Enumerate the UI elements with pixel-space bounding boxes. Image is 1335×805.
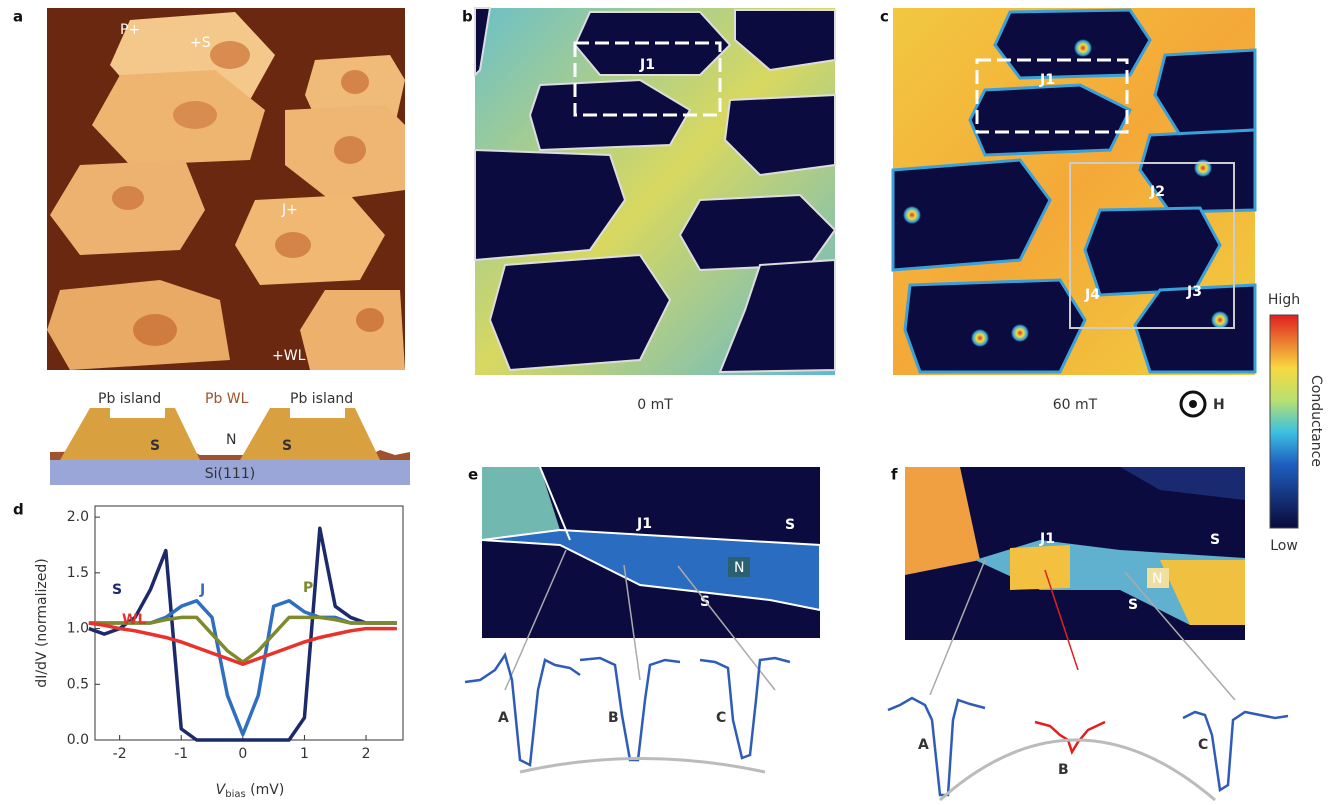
panel-label: a xyxy=(13,8,23,26)
series-line xyxy=(89,623,397,664)
panel-a-image xyxy=(47,8,405,370)
y-tick-label: 2.0 xyxy=(67,509,89,525)
caption: 0 mT xyxy=(637,397,673,413)
region-label: N xyxy=(1152,571,1162,587)
panel-label: c xyxy=(880,8,889,26)
panel-label: d xyxy=(13,501,24,519)
junction-label: J2 xyxy=(1149,184,1165,200)
schematic-label: Pb island xyxy=(290,391,353,407)
junction-label: J4 xyxy=(1084,287,1100,303)
region-label: J1 xyxy=(636,516,652,532)
schematic-label: Pb island xyxy=(98,391,161,407)
panel-label: b xyxy=(462,8,473,26)
region-label: S xyxy=(1128,597,1138,613)
point-label: B xyxy=(608,710,619,726)
field-label: H xyxy=(1213,397,1225,413)
tag: +S xyxy=(190,35,211,51)
x-tick-label: 0 xyxy=(238,746,247,762)
schematic-label: S xyxy=(150,438,160,454)
y-axis-label: dI/dV (normalized) xyxy=(34,558,50,687)
junction-label: J1 xyxy=(639,57,655,73)
colorbar-label: High xyxy=(1268,292,1300,308)
legend-label: P xyxy=(303,580,313,596)
x-tick-label: -1 xyxy=(174,746,188,762)
junction-label: J3 xyxy=(1186,284,1202,300)
legend-label: S xyxy=(112,582,122,598)
panel-c-image xyxy=(893,8,1255,375)
region-label: J1 xyxy=(1039,531,1055,547)
panel-label: e xyxy=(468,466,478,484)
schematic-label: S xyxy=(282,438,292,454)
y-tick-label: 0.5 xyxy=(67,676,89,692)
legend-label: J xyxy=(199,582,205,598)
x-tick-label: 1 xyxy=(300,746,309,762)
tag: P+ xyxy=(120,22,140,38)
panel-b-image xyxy=(475,8,835,375)
legend-label: WL xyxy=(122,612,146,628)
caption: 60 mT xyxy=(1053,397,1098,413)
region-label: S xyxy=(1210,532,1220,548)
region-label: N xyxy=(734,560,744,576)
y-tick-label: 0.0 xyxy=(67,732,89,748)
point-label: C xyxy=(1198,737,1208,753)
figure: a P+ +S J+ +WL Pb island Pb WL Pb island… xyxy=(0,0,1335,805)
x-axis-label: Vbias (mV) xyxy=(216,782,285,800)
tag: J+ xyxy=(281,202,298,218)
x-tick-label: -2 xyxy=(113,746,127,762)
tag: +WL xyxy=(272,348,306,364)
panel-f-image xyxy=(905,467,1245,640)
region-label: S xyxy=(785,517,795,533)
x-tick-label: 2 xyxy=(362,746,371,762)
point-label: A xyxy=(918,737,929,753)
schematic-label: Pb WL xyxy=(205,391,249,407)
schematic-label: N xyxy=(226,432,236,448)
colorbar-label: Low xyxy=(1270,538,1298,554)
colorbar xyxy=(1270,315,1298,528)
junction-label: J1 xyxy=(1039,72,1055,88)
point-label: A xyxy=(498,710,509,726)
field-icon xyxy=(1189,400,1197,408)
y-tick-label: 1.0 xyxy=(67,621,89,637)
schematic-label: Si(111) xyxy=(205,466,255,482)
panel-label: f xyxy=(891,466,898,484)
panel-e-image xyxy=(482,467,820,638)
point-label: B xyxy=(1058,762,1069,778)
y-tick-label: 1.5 xyxy=(67,565,89,581)
series-line xyxy=(89,528,397,740)
colorbar-title: Conductance xyxy=(1308,375,1324,467)
point-label: C xyxy=(716,710,726,726)
